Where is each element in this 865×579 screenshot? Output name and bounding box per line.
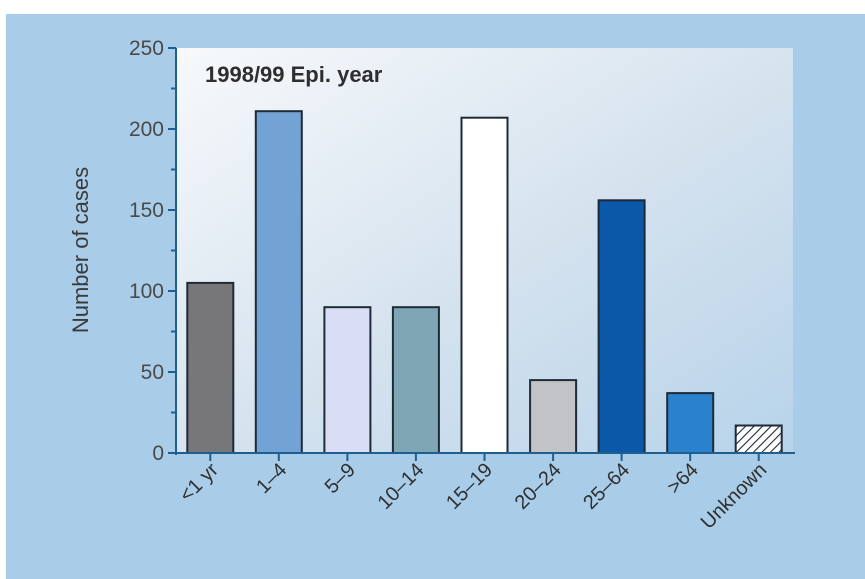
bar-0 bbox=[186, 281, 235, 454]
bar-7 bbox=[666, 392, 715, 455]
y-tick-label: 200 bbox=[129, 118, 164, 141]
bar-2 bbox=[323, 306, 372, 455]
y-tick-label: 0 bbox=[152, 442, 164, 465]
bar-6 bbox=[597, 199, 646, 454]
y-ticks-group: 0 50 100 150 200 250 bbox=[129, 37, 176, 465]
y-axis-label: Number of cases bbox=[68, 167, 93, 333]
bar-4 bbox=[460, 116, 509, 454]
bar-5 bbox=[529, 379, 578, 455]
bar-3 bbox=[391, 306, 440, 455]
y-tick-label: 150 bbox=[129, 199, 164, 222]
bars-group bbox=[186, 110, 783, 455]
y-tick-label: 50 bbox=[141, 361, 164, 384]
bar-8 bbox=[734, 424, 783, 454]
chart-title: 1998/99 Epi. year bbox=[205, 62, 383, 87]
y-tick-label: 100 bbox=[129, 280, 164, 303]
y-tick-label: 250 bbox=[129, 37, 164, 60]
bar-1 bbox=[254, 110, 303, 454]
